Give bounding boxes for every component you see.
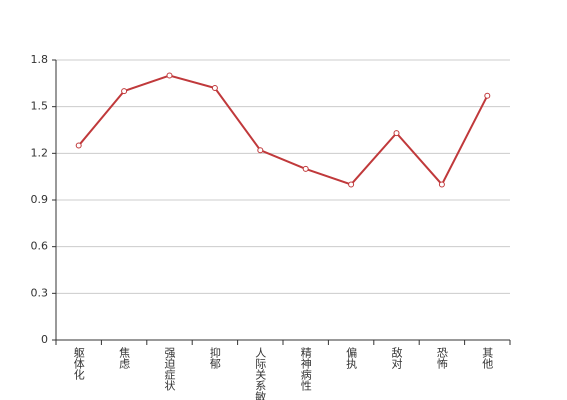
point <box>348 181 355 188</box>
x-tick-label: 焦虑 <box>118 347 131 369</box>
y-tick-label: 1.8 <box>31 53 49 66</box>
point <box>166 72 173 79</box>
point <box>438 181 445 188</box>
x-tick-label: 恐怖 <box>435 347 448 369</box>
y-tick-label: 0.6 <box>31 240 49 253</box>
x-tick-label: 其他 <box>481 347 494 369</box>
y-tick-label: 1.5 <box>31 100 49 113</box>
y-tick-label: 0.9 <box>31 193 49 206</box>
point <box>75 142 82 149</box>
y-tick-label: 1.2 <box>31 146 49 159</box>
point <box>211 85 218 91</box>
x-tick-label: 人际关系敏感 <box>254 347 267 400</box>
point <box>121 88 128 95</box>
y-tick-label: 0 <box>41 333 48 346</box>
point <box>484 92 491 99</box>
x-tick-label: 躯体化 <box>72 347 85 381</box>
point <box>302 165 309 172</box>
line <box>77 74 489 187</box>
x-tick-label: 抑郁 <box>208 346 221 369</box>
x-tick-label: 敌对 <box>390 346 403 369</box>
x-tick-label: 精神病性 <box>299 347 312 392</box>
point <box>257 147 264 154</box>
x-tick-label: 偏执 <box>345 346 358 370</box>
point <box>393 130 400 137</box>
x-tick-label: 强迫症状 <box>163 347 176 391</box>
y-tick-label: 0.3 <box>31 286 49 299</box>
